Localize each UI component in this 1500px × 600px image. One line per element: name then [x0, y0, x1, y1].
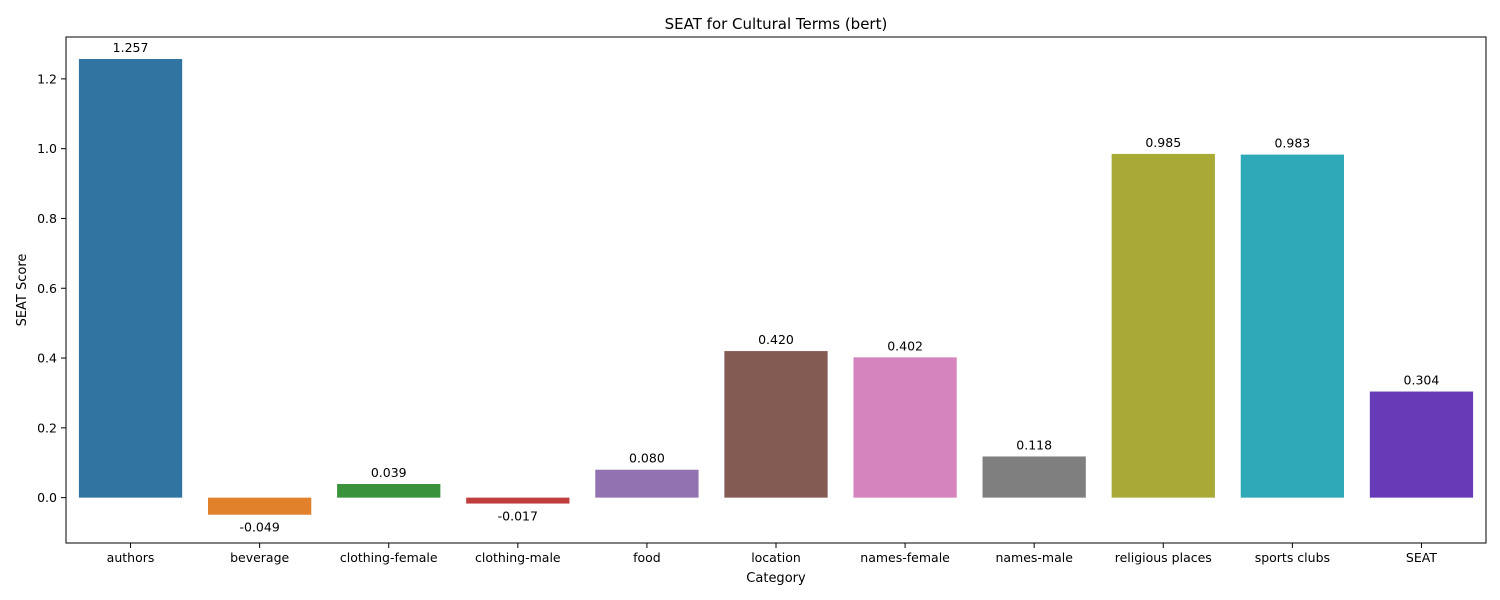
bar-religious-places: [1111, 153, 1215, 498]
data-labels-group: 1.257 -0.049 0.039 -0.017 0.080 0.420 0.402 0.1…: [113, 40, 1440, 535]
plot-frame: [65, 36, 1487, 544]
data-label: -0.017: [498, 509, 538, 524]
y-tick-label: 0.0: [37, 490, 57, 505]
data-label: 0.304: [1404, 373, 1440, 388]
data-label: -0.049: [239, 520, 279, 535]
x-tick-label: clothing-male: [475, 550, 561, 565]
bar-names-female: [853, 357, 957, 498]
bar-clothing-female: [337, 484, 441, 498]
bar-names-male: [982, 456, 1086, 498]
x-tick-label: beverage: [230, 550, 289, 565]
y-tick-label: 1.0: [37, 141, 57, 156]
bar-clothing-male: [466, 497, 570, 504]
x-tick-label: food: [633, 550, 661, 565]
y-axis: 0.0 0.2 0.4 0.6 0.8 1.0 1.2: [37, 71, 66, 505]
x-tick-label: religious places: [1115, 550, 1212, 565]
data-label: 0.985: [1145, 135, 1181, 150]
bar-beverage: [208, 497, 312, 515]
y-axis-title: SEAT Score: [15, 254, 30, 327]
x-tick-label: location: [751, 550, 801, 565]
y-tick-label: 0.4: [37, 351, 57, 366]
y-tick-label: 0.6: [37, 281, 57, 296]
x-tick-label: names-female: [860, 550, 950, 565]
bar-authors: [78, 58, 183, 498]
x-tick-label: names-male: [995, 550, 1073, 565]
data-label: 0.983: [1274, 136, 1310, 151]
data-label: 0.402: [887, 338, 923, 353]
y-tick-label: 1.2: [37, 71, 57, 86]
data-label: 0.039: [371, 465, 407, 480]
x-axis-title: Category: [746, 571, 806, 586]
y-tick-label: 0.2: [37, 420, 57, 435]
bar-seat: [1369, 391, 1474, 498]
y-tick-label: 0.8: [37, 211, 57, 226]
x-axis: authors beverage clothing-female clothing-m…: [107, 543, 1437, 565]
bar-food: [595, 469, 699, 498]
bar-sports-clubs: [1240, 154, 1344, 498]
data-label: 1.257: [113, 40, 149, 55]
chart-title: SEAT for Cultural Terms (bert): [665, 15, 888, 33]
bars-group: [78, 58, 1474, 515]
bar-location: [724, 351, 828, 498]
data-label: 0.420: [758, 332, 794, 347]
data-label: 0.118: [1016, 437, 1052, 452]
x-tick-label: SEAT: [1406, 550, 1437, 565]
data-label: 0.080: [629, 451, 665, 466]
x-tick-label: authors: [107, 550, 155, 565]
x-tick-label: sports clubs: [1255, 550, 1330, 565]
x-tick-label: clothing-female: [340, 550, 438, 565]
